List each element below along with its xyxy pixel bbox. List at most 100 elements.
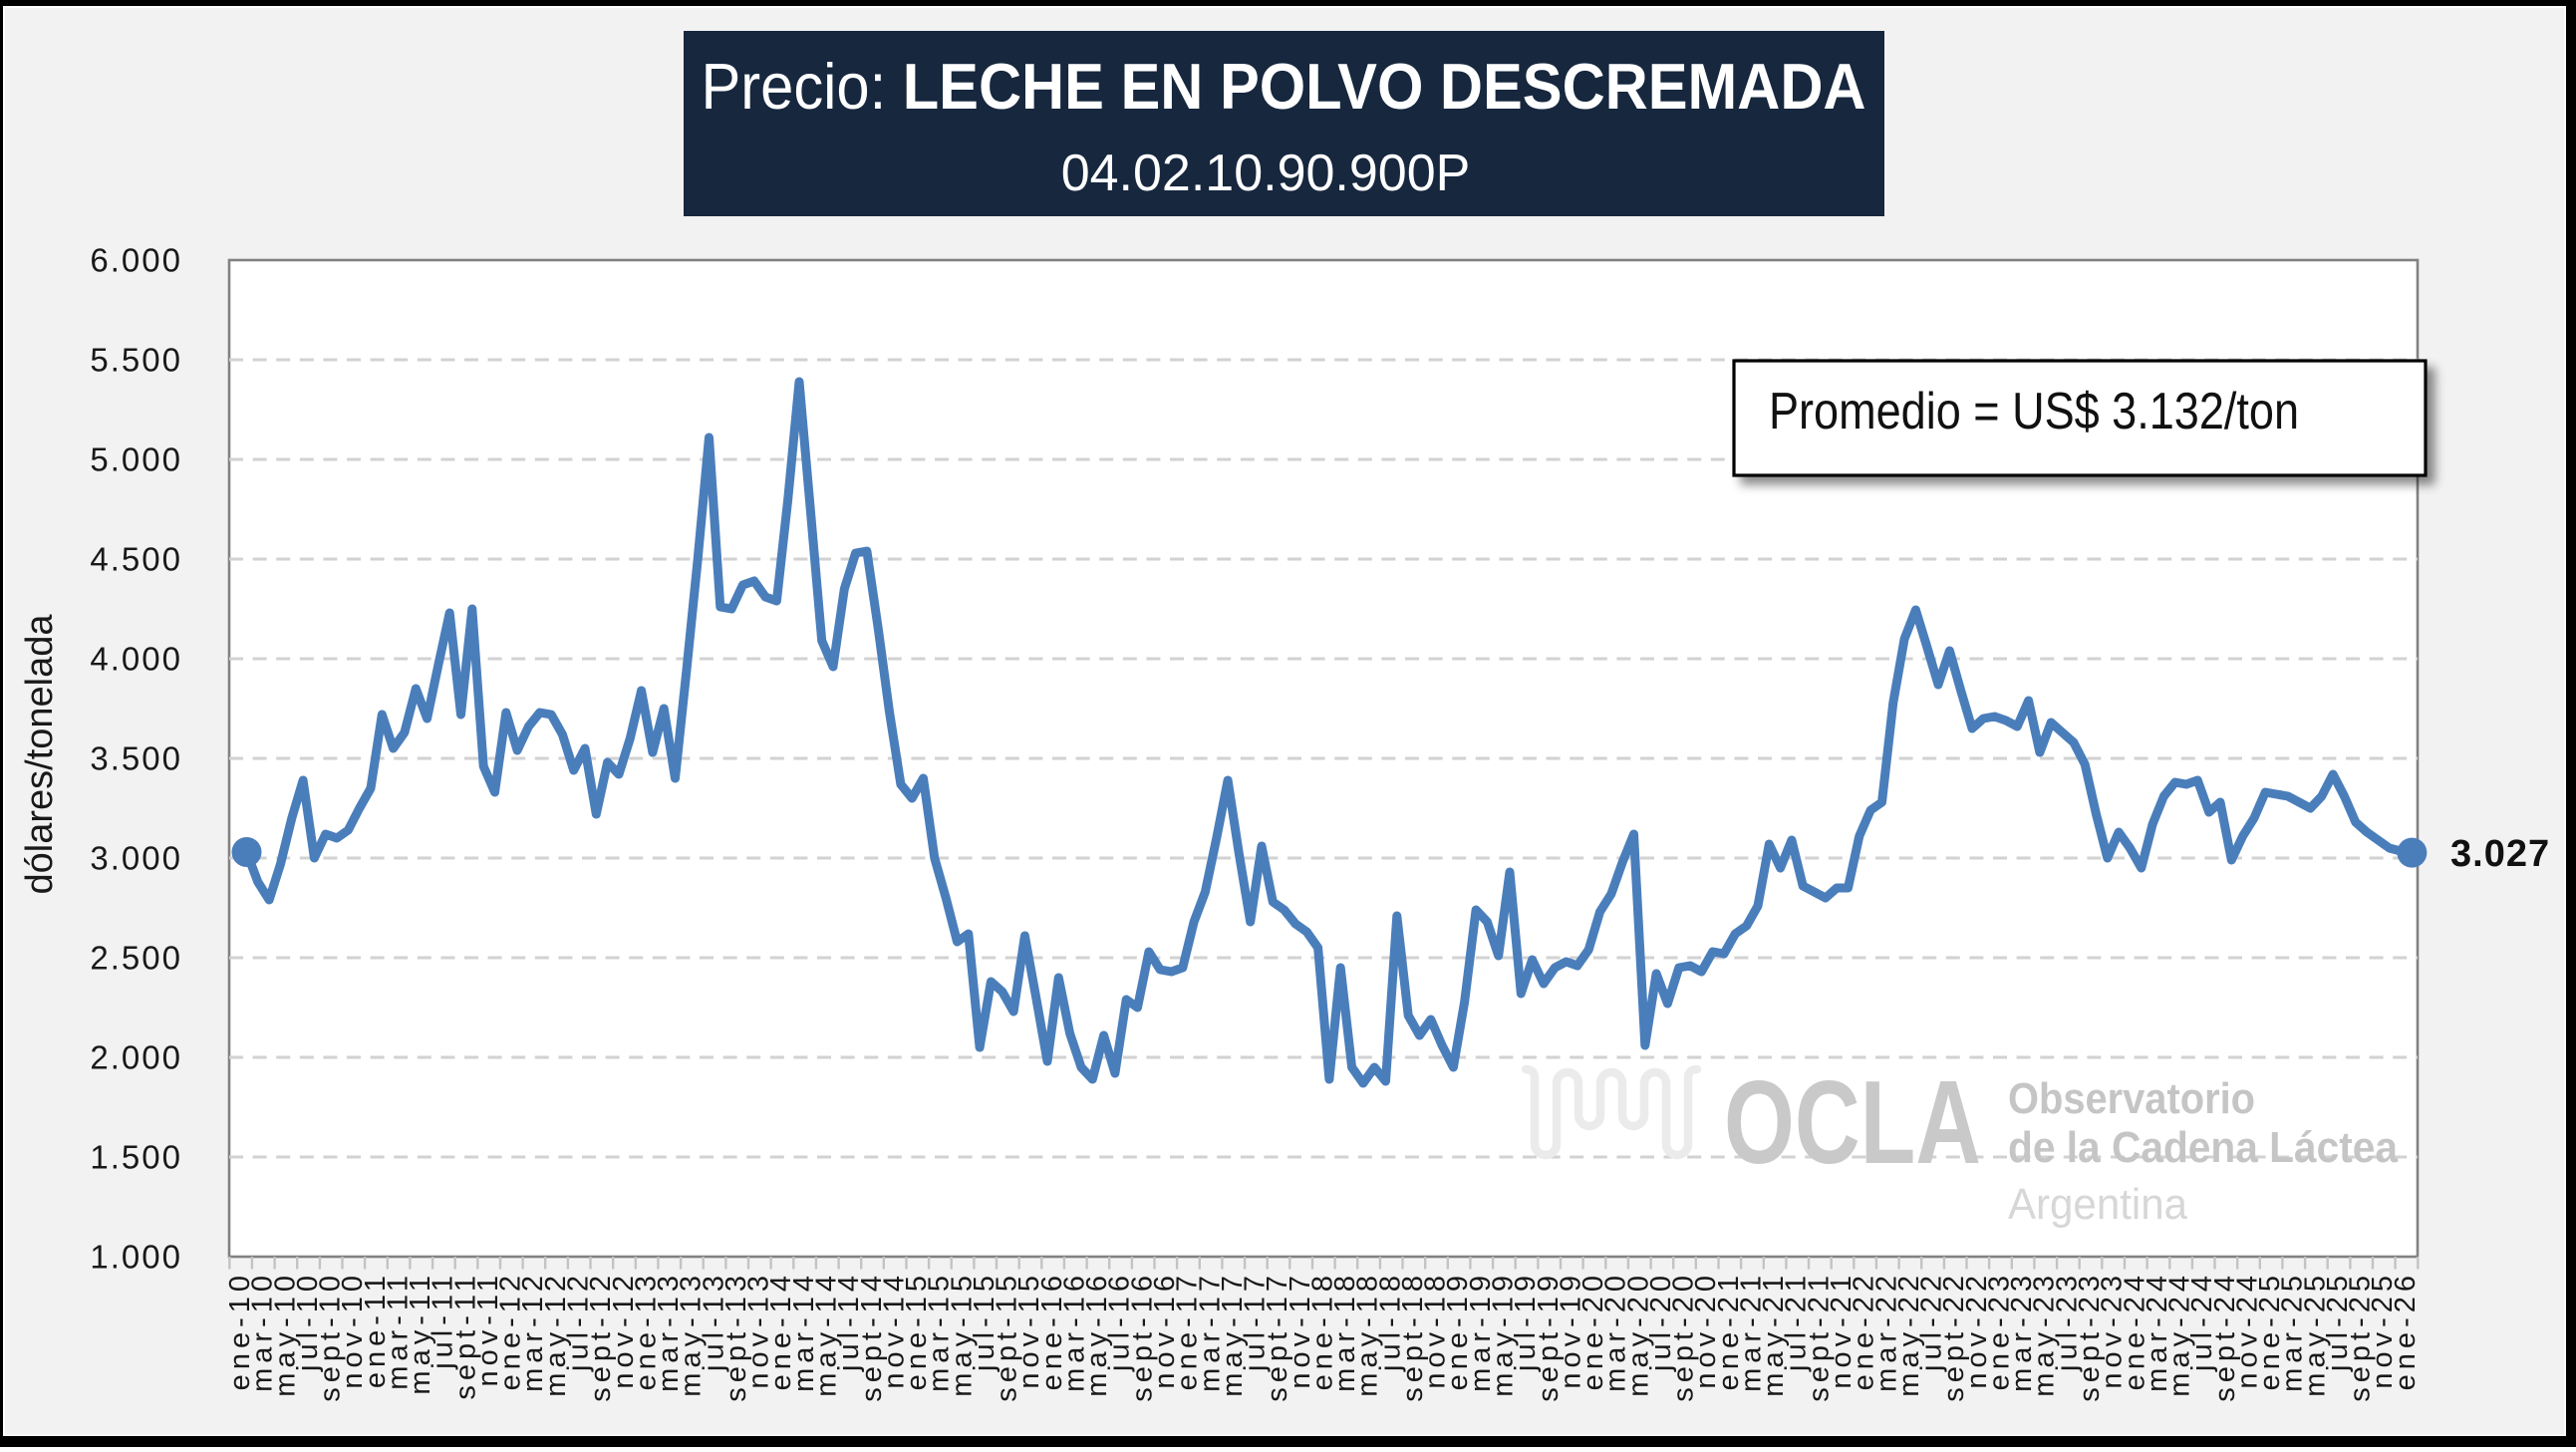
svg-text:jul-14: jul-14 <box>833 1271 865 1372</box>
svg-text:ene-11: ene-11 <box>360 1271 392 1388</box>
svg-text:jul-18: jul-18 <box>1374 1271 1406 1372</box>
svg-text:nov-18: nov-18 <box>1420 1271 1452 1389</box>
svg-text:nov-16: nov-16 <box>1149 1271 1181 1389</box>
svg-text:sept-24: sept-24 <box>2209 1271 2241 1402</box>
svg-text:may-16: may-16 <box>1081 1271 1113 1397</box>
svg-text:may-25: may-25 <box>2299 1271 2331 1397</box>
svg-text:nov-20: nov-20 <box>1690 1271 1722 1389</box>
svg-text:2.500: 2.500 <box>90 940 182 977</box>
svg-text:may-10: may-10 <box>269 1271 301 1397</box>
svg-text:2.000: 2.000 <box>90 1039 182 1076</box>
svg-text:sept-12: sept-12 <box>585 1271 617 1402</box>
svg-text:nov-11: nov-11 <box>472 1271 504 1387</box>
svg-text:mar-22: mar-22 <box>1870 1271 1902 1392</box>
svg-text:mar-24: mar-24 <box>2142 1271 2173 1392</box>
svg-text:6.000: 6.000 <box>90 242 182 279</box>
svg-text:ene-10: ene-10 <box>224 1271 256 1390</box>
svg-text:mar-21: mar-21 <box>1736 1271 1768 1392</box>
svg-text:jul-17: jul-17 <box>1240 1271 1272 1372</box>
svg-text:sept-15: sept-15 <box>992 1271 1023 1402</box>
svg-text:OCLA: OCLA <box>1724 1056 1981 1189</box>
svg-text:sept-18: sept-18 <box>1397 1271 1429 1402</box>
svg-text:jul-19: jul-19 <box>1510 1271 1542 1372</box>
svg-text:5.500: 5.500 <box>90 342 182 379</box>
svg-text:1.500: 1.500 <box>90 1139 182 1176</box>
svg-text:nov-21: nov-21 <box>1826 1271 1858 1389</box>
svg-text:Promedio = US$ 3.132/ton: Promedio = US$ 3.132/ton <box>1769 383 2299 440</box>
svg-text:3.027: 3.027 <box>2450 833 2550 875</box>
svg-text:4.000: 4.000 <box>90 641 182 678</box>
svg-text:may-21: may-21 <box>1758 1271 1790 1397</box>
svg-text:nov-24: nov-24 <box>2231 1271 2263 1389</box>
svg-text:ene-18: ene-18 <box>1306 1271 1338 1390</box>
svg-text:mar-25: mar-25 <box>2277 1271 2309 1392</box>
svg-text:nov-22: nov-22 <box>1961 1271 1993 1389</box>
svg-text:sept-13: sept-13 <box>720 1271 752 1402</box>
svg-text:Argentina: Argentina <box>2008 1180 2188 1229</box>
svg-text:may-23: may-23 <box>2029 1271 2061 1397</box>
svg-text:sept-19: sept-19 <box>1533 1271 1565 1402</box>
svg-text:sept-16: sept-16 <box>1126 1271 1158 1402</box>
svg-text:nov-19: nov-19 <box>1555 1271 1586 1389</box>
svg-text:jul-24: jul-24 <box>2186 1271 2218 1372</box>
svg-text:dólares/tonelada: dólares/tonelada <box>19 614 61 895</box>
svg-text:jul-16: jul-16 <box>1104 1271 1136 1372</box>
svg-text:ene-25: ene-25 <box>2254 1271 2286 1390</box>
svg-text:ene-19: ene-19 <box>1442 1271 1474 1390</box>
svg-text:may-17: may-17 <box>1217 1271 1249 1397</box>
svg-text:may-19: may-19 <box>1488 1271 1520 1397</box>
svg-text:ene-13: ene-13 <box>630 1271 662 1390</box>
svg-text:ene-16: ene-16 <box>1036 1271 1068 1390</box>
svg-text:jul-12: jul-12 <box>563 1271 595 1372</box>
svg-text:mar-10: mar-10 <box>247 1271 279 1392</box>
svg-text:sept-10: sept-10 <box>315 1271 347 1402</box>
svg-text:ene-21: ene-21 <box>1713 1271 1745 1390</box>
svg-text:ene-20: ene-20 <box>1577 1271 1609 1390</box>
svg-text:nov-25: nov-25 <box>2367 1271 2399 1389</box>
svg-text:04.02.10.90.900P: 04.02.10.90.900P <box>1061 145 1471 202</box>
svg-text:may-12: may-12 <box>540 1271 572 1397</box>
svg-text:ene-23: ene-23 <box>1984 1271 2016 1390</box>
svg-text:ene-15: ene-15 <box>901 1271 933 1390</box>
svg-text:mar-13: mar-13 <box>653 1271 685 1392</box>
svg-text:3.000: 3.000 <box>90 840 182 877</box>
svg-text:nov-12: nov-12 <box>608 1271 640 1389</box>
svg-text:jul-21: jul-21 <box>1781 1271 1813 1372</box>
svg-text:ene-24: ene-24 <box>2119 1271 2150 1390</box>
svg-text:mar-20: mar-20 <box>1600 1271 1632 1392</box>
svg-text:mar-12: mar-12 <box>517 1271 549 1392</box>
svg-text:jul-11: jul-11 <box>428 1271 459 1370</box>
svg-text:may-11: may-11 <box>405 1271 436 1395</box>
svg-text:sept-22: sept-22 <box>1938 1271 1970 1402</box>
svg-text:jul-15: jul-15 <box>969 1271 1001 1372</box>
svg-text:ene-22: ene-22 <box>1849 1271 1880 1390</box>
svg-text:jul-22: jul-22 <box>1916 1271 1948 1372</box>
svg-text:ene-17: ene-17 <box>1172 1271 1204 1390</box>
svg-text:mar-15: mar-15 <box>924 1271 956 1392</box>
svg-text:ene-12: ene-12 <box>495 1271 527 1390</box>
svg-text:jul-23: jul-23 <box>2051 1271 2083 1372</box>
svg-text:may-20: may-20 <box>1622 1271 1654 1397</box>
svg-text:ene-26: ene-26 <box>2390 1271 2422 1390</box>
svg-text:jul-25: jul-25 <box>2322 1271 2354 1372</box>
svg-text:1.000: 1.000 <box>90 1239 182 1276</box>
svg-text:jul-10: jul-10 <box>292 1271 324 1372</box>
svg-text:sept-11: sept-11 <box>449 1271 481 1400</box>
svg-text:mar-16: mar-16 <box>1059 1271 1091 1392</box>
svg-text:mar-19: mar-19 <box>1465 1271 1497 1392</box>
svg-text:sept-17: sept-17 <box>1262 1271 1293 1402</box>
svg-text:sept-14: sept-14 <box>856 1271 888 1402</box>
svg-text:nov-13: nov-13 <box>743 1271 775 1389</box>
svg-text:nov-14: nov-14 <box>878 1271 910 1389</box>
svg-text:may-24: may-24 <box>2164 1271 2196 1397</box>
svg-text:sept-21: sept-21 <box>1803 1271 1835 1402</box>
svg-text:Observatorio: Observatorio <box>2008 1074 2255 1123</box>
svg-text:5.000: 5.000 <box>90 441 182 478</box>
svg-text:nov-17: nov-17 <box>1285 1271 1316 1389</box>
svg-text:mar-23: mar-23 <box>2006 1271 2038 1392</box>
svg-text:4.500: 4.500 <box>90 541 182 578</box>
svg-text:may-13: may-13 <box>676 1271 708 1397</box>
svg-text:ene-14: ene-14 <box>765 1271 797 1390</box>
svg-text:may-18: may-18 <box>1352 1271 1384 1397</box>
svg-text:may-14: may-14 <box>811 1271 843 1397</box>
